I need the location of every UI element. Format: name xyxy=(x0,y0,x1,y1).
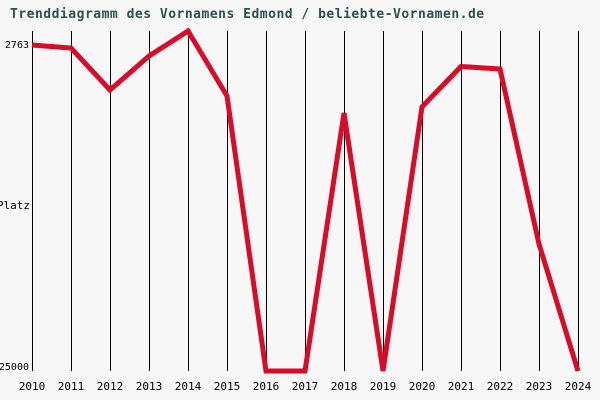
y-axis-title: Platz xyxy=(0,199,30,212)
y-axis-bottom-label: 25000 xyxy=(0,362,29,373)
x-tick-label: 2017 xyxy=(292,380,319,393)
x-tick-labels-group: 2010 2011 2012 2013 2014 2015 2016 2017 2018 2019… xyxy=(19,380,592,393)
x-tick-label: 2016 xyxy=(253,380,280,393)
gridlines-group xyxy=(32,31,579,371)
x-tick-label: 2014 xyxy=(175,380,202,393)
x-tick-label: 2011 xyxy=(58,380,85,393)
x-tick-label: 2018 xyxy=(331,380,358,393)
x-tick-label: 2015 xyxy=(214,380,241,393)
trend-line xyxy=(31,27,581,374)
x-tick-label: 2023 xyxy=(526,380,553,393)
chart-title: Trenddiagramm des Vornamens Edmond / bel… xyxy=(10,7,485,22)
x-tick-label: 2010 xyxy=(19,380,46,393)
x-tick-label: 2013 xyxy=(136,380,163,393)
x-tick-label: 2012 xyxy=(97,380,124,393)
x-tick-label: 2019 xyxy=(370,380,397,393)
x-tick-label: 2022 xyxy=(487,380,514,393)
x-tick-label: 2021 xyxy=(448,380,475,393)
x-tick-label: 2020 xyxy=(409,380,436,393)
y-axis-labels-group: 2763 Platz 25000 xyxy=(0,40,30,373)
x-tick-label: 2024 xyxy=(565,380,592,393)
y-axis-top-label: 2763 xyxy=(5,40,29,51)
